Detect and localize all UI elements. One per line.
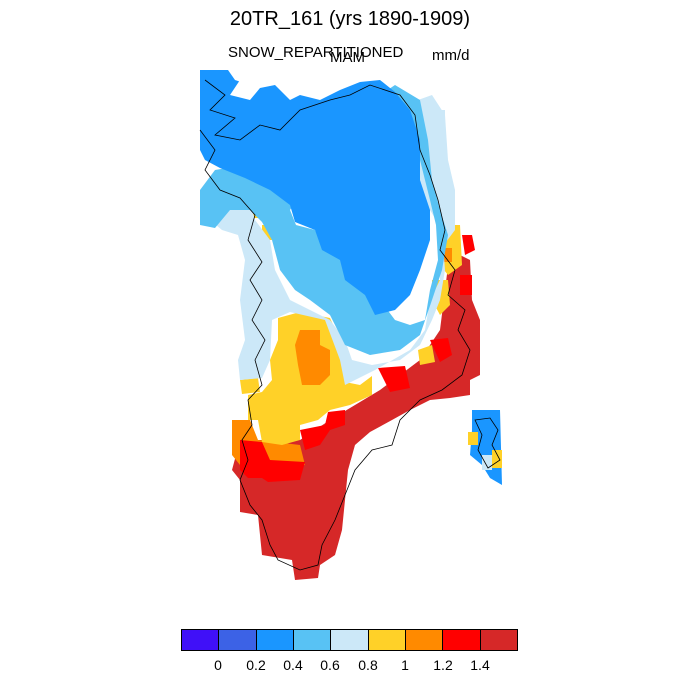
plot-title: 20TR_161 (yrs 1890-1909) (229, 8, 471, 30)
colorbar-box (293, 630, 332, 650)
coastline (199, 79, 501, 571)
colorbar-box (256, 630, 294, 650)
colorbar-tick-label: 0.8 (358, 657, 378, 673)
region-island-warm (468, 432, 502, 468)
colorbar-box (331, 630, 369, 650)
colorbar-box (219, 630, 257, 650)
region-orange-inner (295, 248, 452, 385)
colorbar-tick-label: 0.4 (283, 657, 303, 673)
colorbar-box (443, 630, 481, 650)
units-label: mm/d (432, 47, 470, 64)
colorbar (181, 629, 518, 651)
colorbar-box (405, 630, 444, 650)
region-blue (200, 70, 502, 485)
colorbar-tick-label: 0.2 (246, 657, 266, 673)
colorbar-tick-label: 1.4 (470, 657, 490, 673)
region-skyblue (200, 85, 448, 355)
region-yellow (240, 200, 462, 445)
colorbar-box (480, 630, 517, 650)
variable-name: SNOW_REPARTITIONED (228, 44, 404, 61)
season-label: MAM (330, 49, 365, 66)
region-high-snow (232, 250, 480, 580)
region-island-light (482, 455, 492, 470)
region-nodata (228, 70, 330, 92)
colorbar-tick-label: 0 (214, 657, 222, 673)
colorbar-box (368, 630, 406, 650)
region-red (240, 235, 475, 482)
region-lightblue (210, 95, 455, 385)
colorbar-tick-label: 1.2 (433, 657, 453, 673)
colorbar-tick-label: 0.6 (320, 657, 340, 673)
colorbar-tick-label: 1 (401, 657, 409, 673)
colorbar-box (182, 630, 220, 650)
greenland-map (199, 70, 502, 580)
